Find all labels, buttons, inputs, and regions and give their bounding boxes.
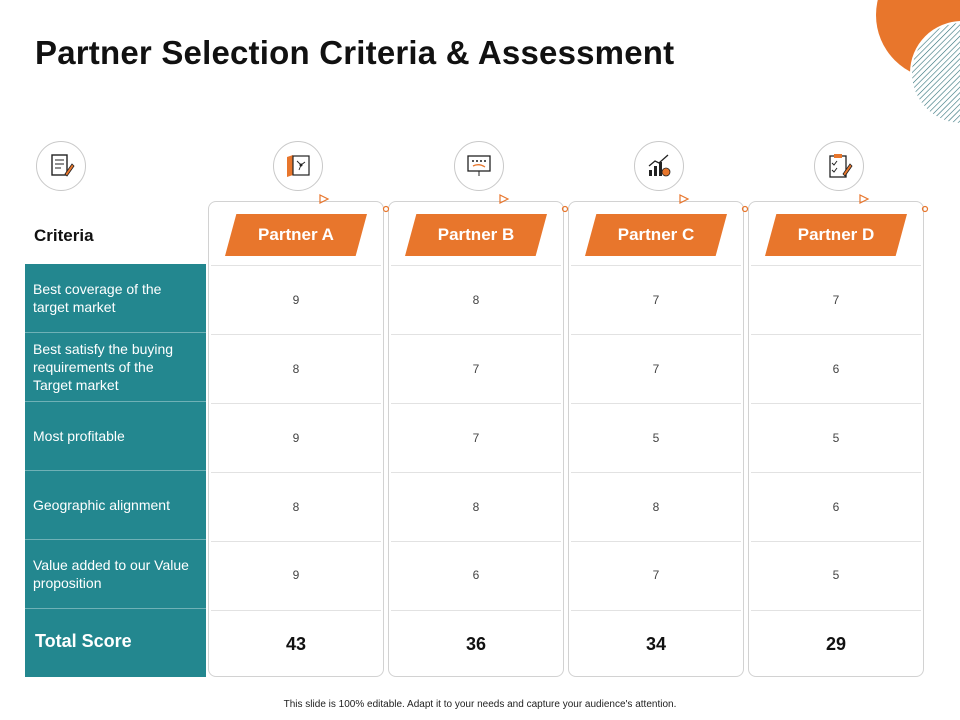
score-cell: 7 — [652, 568, 660, 582]
criteria-label: Most profitable — [33, 428, 125, 444]
score-cell: 8 — [292, 500, 300, 514]
partner-name: Partner B — [437, 225, 515, 244]
score-cell: 6 — [832, 500, 840, 514]
total-score: 36 — [465, 634, 487, 654]
partner-card-b: Partner B 8 7 7 8 6 36 — [388, 201, 564, 677]
total-score: 29 — [825, 634, 847, 654]
score-cell: 8 — [472, 500, 480, 514]
criteria-header: Criteria — [34, 226, 94, 245]
total-score-label: Total Score — [35, 631, 132, 651]
partner-banner: Partner A — [225, 214, 367, 256]
criteria-column: Best coverage of the target market Best … — [25, 264, 206, 677]
score-cell: 8 — [472, 293, 480, 307]
partner-card-c: Partner C 7 7 5 8 7 34 — [568, 201, 744, 677]
page-title: Partner Selection Criteria & Assessment — [35, 34, 675, 71]
partner-banner: Partner C — [585, 214, 727, 256]
partner-name: Partner D — [797, 225, 875, 244]
partner-banner: Partner D — [765, 214, 907, 256]
score-cell: 9 — [292, 431, 300, 445]
criteria-row: Value added to our Value proposition — [25, 540, 206, 609]
checklist-icon — [814, 141, 864, 191]
criteria-row: Most profitable — [25, 402, 206, 471]
criteria-row: Geographic alignment — [25, 471, 206, 540]
map-icon — [273, 141, 323, 191]
score-cell: 6 — [832, 362, 840, 376]
criteria-label: Geographic alignment — [33, 497, 170, 513]
partner-name: Partner A — [258, 225, 334, 244]
score-cell: 6 — [472, 568, 480, 582]
score-cell: 9 — [292, 568, 300, 582]
document-pen-icon — [36, 141, 86, 191]
score-cell: 7 — [472, 362, 480, 376]
strategy-board-icon — [454, 141, 504, 191]
connector-arrows — [319, 194, 929, 213]
partner-card-d: Partner D 7 6 5 6 5 29 — [748, 201, 924, 677]
score-cell: 5 — [832, 568, 840, 582]
score-cell: 5 — [652, 431, 660, 445]
score-cell: 9 — [292, 293, 300, 307]
partner-name: Partner C — [617, 225, 695, 244]
criteria-row: Best coverage of the target market — [25, 264, 206, 333]
score-cell: 8 — [652, 500, 660, 514]
score-cell: 7 — [652, 362, 660, 376]
criteria-label: Best satisfy the buying requirements of … — [33, 341, 174, 393]
score-cell: 7 — [652, 293, 660, 307]
criteria-label: Best coverage of the target market — [33, 281, 162, 315]
total-score: 34 — [645, 634, 667, 654]
score-cell: 7 — [832, 293, 840, 307]
growth-chart-icon — [634, 141, 684, 191]
total-score: 43 — [285, 634, 307, 654]
criteria-label: Value added to our Value proposition — [33, 557, 189, 591]
score-cell: 8 — [292, 362, 300, 376]
score-cell: 5 — [832, 431, 840, 445]
footer-note: This slide is 100% editable. Adapt it to… — [283, 699, 677, 710]
partner-card-a: Partner A 9 8 9 8 9 43 — [208, 201, 384, 677]
score-cell: 7 — [472, 431, 480, 445]
criteria-row: Best satisfy the buying requirements of … — [25, 333, 206, 402]
partner-banner: Partner B — [405, 214, 547, 256]
